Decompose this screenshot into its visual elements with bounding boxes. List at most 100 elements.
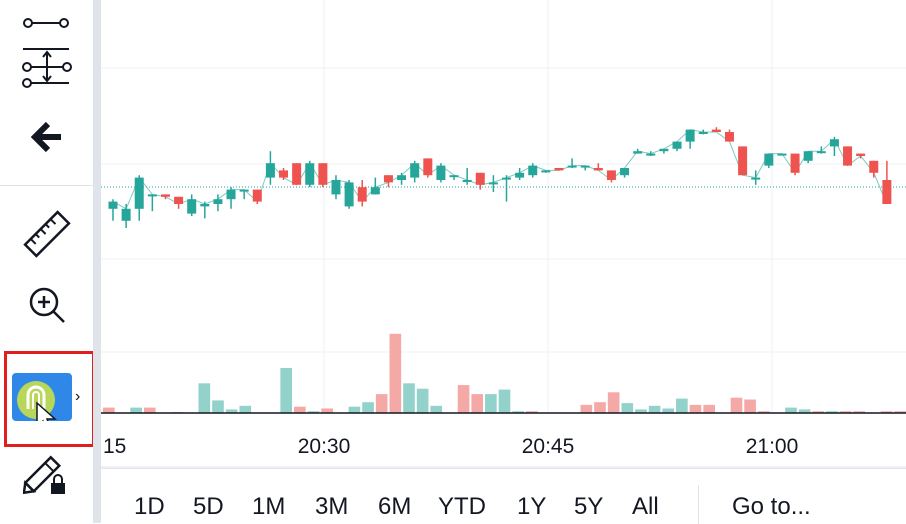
ruler-tool-button[interactable] <box>0 204 93 264</box>
candle-body <box>357 187 367 202</box>
candle-body <box>397 175 407 180</box>
candle-body <box>593 168 603 171</box>
zoom-tool-button[interactable] <box>0 275 93 335</box>
candle-body <box>252 189 262 202</box>
range-button-5d[interactable]: 5D <box>193 493 224 520</box>
volume-bar <box>307 411 320 413</box>
candle <box>869 160 879 178</box>
candle <box>410 160 420 183</box>
range-button-all[interactable]: All <box>632 493 659 520</box>
candle-body <box>121 208 131 221</box>
candle-body <box>816 151 826 154</box>
range-button-1d[interactable]: 1D <box>134 493 165 520</box>
volume-bar <box>621 403 634 413</box>
candle <box>646 151 656 156</box>
candle-body <box>344 182 354 207</box>
back-arrow-button[interactable] <box>0 107 93 167</box>
candle-body <box>200 204 210 207</box>
candle-body <box>318 163 328 185</box>
candle-body <box>331 180 341 195</box>
toolbar-separator[interactable] <box>93 0 101 523</box>
candle-body <box>305 163 315 185</box>
candle <box>423 158 433 178</box>
candle-body <box>226 189 236 200</box>
ruler-icon <box>22 210 71 258</box>
candle-body <box>803 151 813 161</box>
candle <box>554 168 564 171</box>
candle <box>226 187 236 209</box>
lock-drawings-button[interactable] <box>0 444 93 504</box>
volume-bar <box>198 383 211 413</box>
range-button-ytd[interactable]: YTD <box>438 493 486 520</box>
candle <box>528 163 538 178</box>
candle <box>344 180 354 209</box>
candle-body <box>633 151 643 154</box>
candle <box>541 170 551 173</box>
range-button-6m[interactable]: 6M <box>378 493 412 520</box>
candle-body <box>738 146 748 176</box>
volume-bar <box>635 409 647 413</box>
volume-bar <box>389 333 402 413</box>
volume-bar <box>880 411 893 413</box>
volume-bar <box>294 406 306 413</box>
candle-body <box>187 199 197 214</box>
candle-body <box>383 175 393 183</box>
chart-canvas[interactable]: 15 20:30 20:45 21:00 <box>101 0 906 468</box>
volume-bar <box>648 405 661 413</box>
candle-body <box>869 160 879 173</box>
candle-body <box>777 153 787 156</box>
candle <box>383 175 393 188</box>
candle <box>160 194 170 200</box>
volume-bar <box>512 411 524 413</box>
volume-bar <box>212 400 224 413</box>
candle <box>790 153 800 176</box>
vertical-arrows-icon <box>21 48 72 88</box>
candle-body <box>724 132 734 142</box>
range-button-5y[interactable]: 5Y <box>574 493 604 520</box>
candle-body <box>174 196 184 204</box>
candle-body <box>659 148 669 152</box>
candle <box>764 153 774 168</box>
candle-body <box>134 177 144 209</box>
range-button-3m[interactable]: 3M <box>315 493 349 520</box>
arrow-left-icon <box>30 121 61 153</box>
candle-body <box>646 153 656 156</box>
magnet-icon <box>17 381 57 421</box>
expand-chevron-icon[interactable]: › <box>75 388 81 405</box>
candle-body <box>567 165 577 168</box>
volume-bar <box>348 406 361 413</box>
candle <box>829 136 839 156</box>
candle <box>567 158 577 168</box>
volume-bar <box>416 388 429 413</box>
magnet-tool-button[interactable] <box>12 373 72 421</box>
time-axis-label: 20:45 <box>522 435 575 458</box>
volume-bar <box>375 394 388 413</box>
projection-tool-button[interactable] <box>0 36 93 96</box>
price-chart[interactable]: 15 20:30 20:45 21:00 <box>101 0 906 468</box>
candle <box>305 160 315 188</box>
volume-bar <box>403 383 415 413</box>
candle-body <box>370 187 380 195</box>
candle-body <box>147 194 157 197</box>
candle-body <box>449 175 459 178</box>
candle-body <box>502 177 511 180</box>
candle-body <box>685 129 695 142</box>
fib-tool-button[interactable] <box>0 0 93 48</box>
time-axis-label: 15 <box>103 435 126 458</box>
candle <box>502 175 511 202</box>
candle <box>265 151 275 185</box>
candle-body <box>606 170 616 180</box>
volume-bar <box>143 407 156 413</box>
range-button-1m[interactable]: 1M <box>252 493 286 520</box>
candle-body <box>515 172 525 178</box>
toolbar-divider <box>0 185 93 186</box>
volume-bar <box>130 407 142 413</box>
candle-body <box>711 129 721 132</box>
candle-body <box>528 165 538 176</box>
candle <box>659 148 669 154</box>
goto-button[interactable]: Go to... <box>732 493 811 520</box>
candle-body <box>423 158 433 176</box>
zoom-in-icon <box>29 287 65 323</box>
volume-bar <box>594 402 606 413</box>
range-button-1y[interactable]: 1Y <box>517 493 547 520</box>
